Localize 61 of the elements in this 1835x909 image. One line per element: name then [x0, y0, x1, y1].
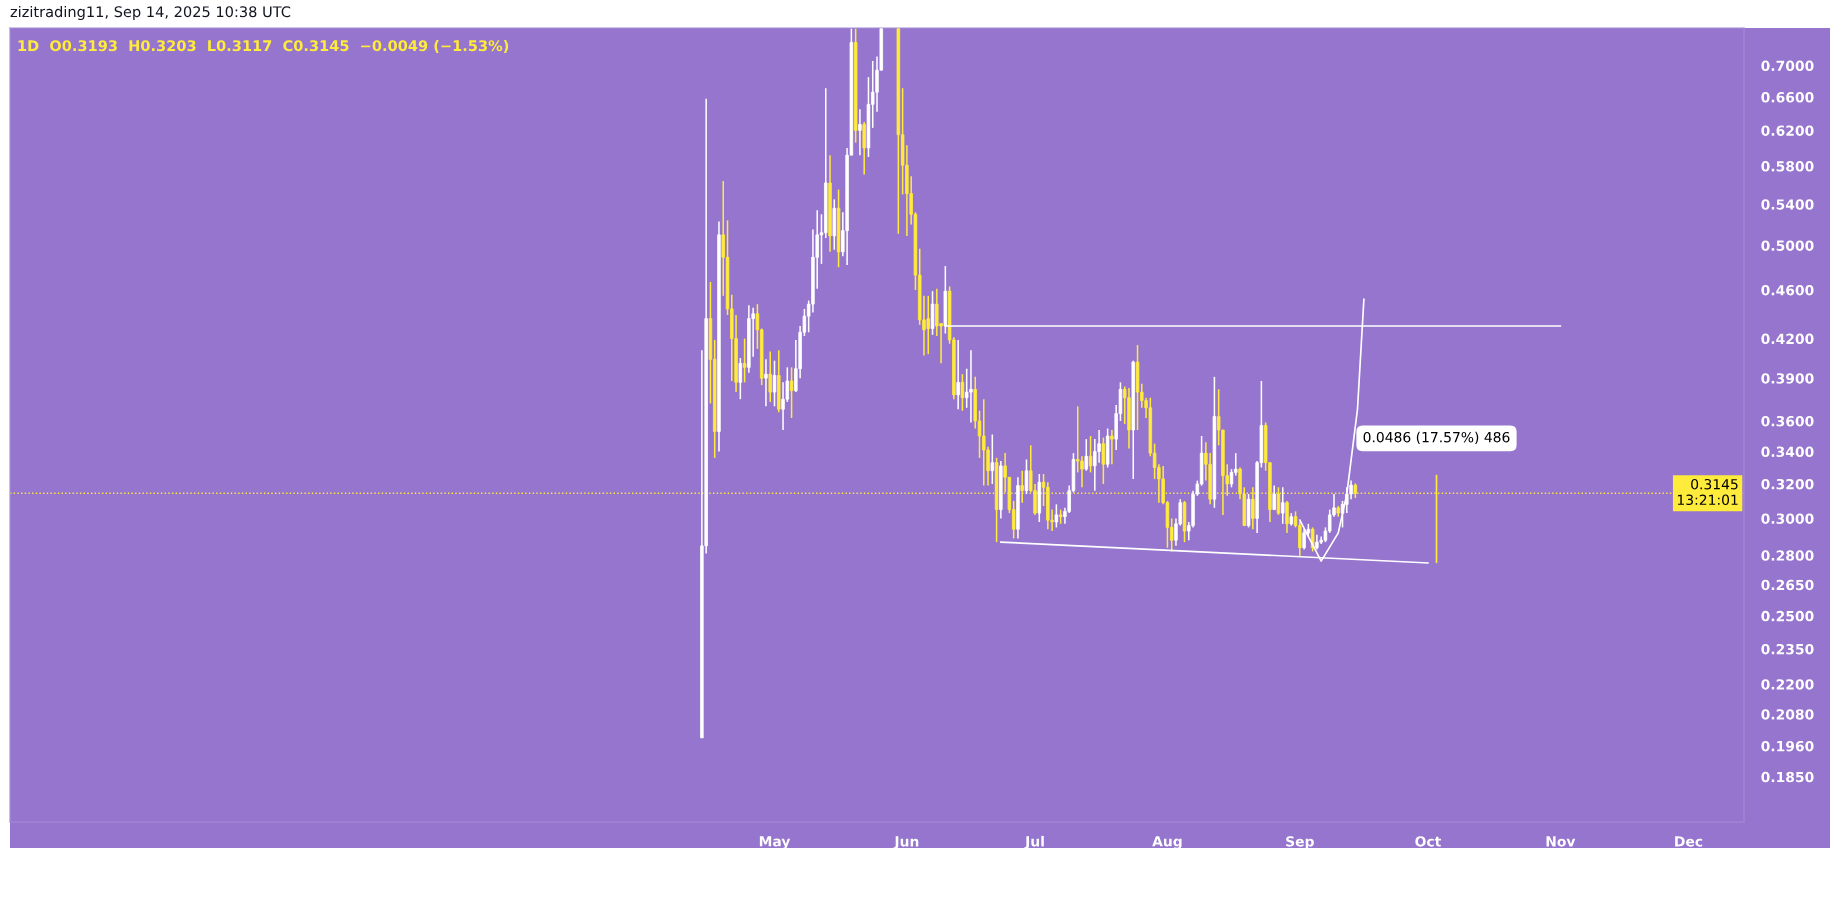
- candlestick: [1280, 486, 1285, 525]
- x-tick-label: Jun: [893, 836, 919, 850]
- candlestick: [969, 349, 973, 424]
- y-tick-label: 0.4200: [1761, 333, 1814, 345]
- candlestick: [1110, 429, 1114, 466]
- candlestick: [781, 381, 785, 431]
- candlestick: [738, 357, 743, 400]
- candlestick: [956, 339, 960, 411]
- candlestick: [1310, 526, 1315, 553]
- candlestick: [1080, 455, 1084, 489]
- text: 1D O0.3193 H0.3203 L0.3117 C0.3145 −0.0049 (−1.53%): [18, 39, 509, 53]
- y-tick-label: 0.4600: [1761, 284, 1814, 296]
- y-tick-label: 0.1960: [1761, 740, 1814, 752]
- y-tick-label: 0.2800: [1761, 550, 1814, 561]
- y-tick-label: 0.2500: [1761, 610, 1814, 622]
- y-tick-label: 0.2650: [1761, 579, 1814, 591]
- chart-title: zizitrading11, Sep 14, 2025 10:38 UTC: [10, 5, 291, 21]
- candlestick: [768, 350, 772, 403]
- candlestick: [764, 358, 768, 408]
- y-tick-label: 0.1850: [1761, 771, 1814, 783]
- candlestick: [789, 366, 794, 419]
- ref-line-label: 0.3145 13:21:01: [1677, 478, 1738, 506]
- y-tick-label: 0.3400: [1761, 446, 1814, 458]
- x-tick-label: May: [759, 836, 791, 850]
- y-tick-label: 0.7000: [1761, 60, 1814, 72]
- y-tick-label: 0.3200: [1761, 478, 1814, 490]
- y-tick-label: 0.6600: [1761, 92, 1814, 103]
- candlestick: [1054, 503, 1059, 529]
- candlestick: [982, 398, 986, 487]
- candlestick: [858, 108, 862, 156]
- x-tick-label: Dec: [1675, 836, 1703, 847]
- candlestick: [960, 373, 965, 412]
- candlestick: [742, 337, 747, 384]
- candlestick: [1229, 468, 1234, 489]
- y-tick-label: 0.3900: [1761, 373, 1814, 384]
- candlestick: [926, 295, 930, 355]
- candlestick: [1101, 436, 1106, 485]
- y-tick-label: 0.3600: [1761, 415, 1814, 427]
- x-tick-label: Sep: [1286, 836, 1314, 850]
- y-tick-label: 0.6200: [1761, 125, 1814, 136]
- x-tick-label: Oct: [1415, 836, 1441, 847]
- annotation: 0.0486 (17.57%) 486: [1363, 431, 1510, 445]
- candlestick: [935, 288, 939, 337]
- candlestick: [1088, 435, 1093, 474]
- candlestick: [1285, 500, 1289, 534]
- candlestick: [1084, 438, 1089, 472]
- candlestick: [772, 359, 777, 408]
- x-tick-label: Aug: [1152, 836, 1182, 850]
- candlestick: [862, 121, 866, 176]
- candlestick: [1302, 528, 1306, 551]
- candlestick: [990, 433, 995, 485]
- candlestick: [1272, 484, 1276, 511]
- y-tick-label: 0.5800: [1761, 161, 1814, 172]
- x-tick-label: Jul: [1024, 835, 1044, 850]
- y-tick-label: 0.3000: [1761, 513, 1814, 524]
- x-tick-label: Nov: [1546, 836, 1576, 847]
- y-tick-label: 0.5000: [1761, 240, 1814, 251]
- y-tick-label: 0.5400: [1761, 199, 1814, 210]
- y-tick-label: 0.2200: [1761, 679, 1814, 690]
- y-tick-label: 0.2080: [1761, 709, 1814, 720]
- y-tick-label: 0.2350: [1761, 643, 1814, 655]
